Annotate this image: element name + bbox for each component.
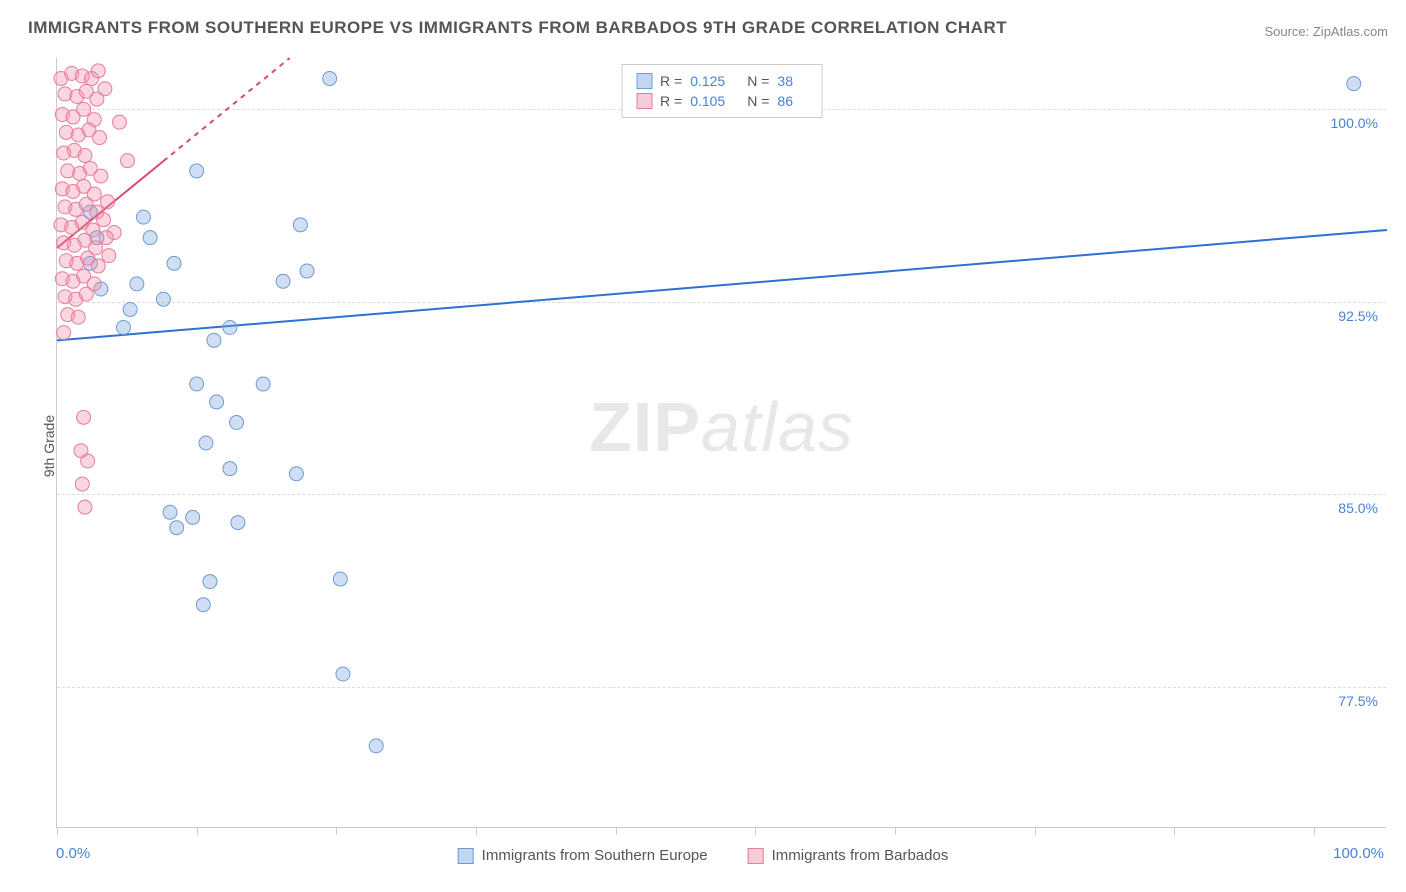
chart-title: IMMIGRANTS FROM SOUTHERN EUROPE VS IMMIG…	[28, 18, 1007, 38]
data-point	[81, 454, 95, 468]
data-point	[101, 195, 115, 209]
plot-area: ZIPatlas R =0.125N =38R =0.105N =86 100.…	[56, 58, 1386, 828]
data-point	[97, 213, 111, 227]
data-point	[57, 326, 71, 340]
x-axis-min-label: 0.0%	[56, 845, 90, 862]
x-tick	[755, 827, 756, 835]
data-point	[369, 739, 383, 753]
x-tick	[1035, 827, 1036, 835]
x-tick	[616, 827, 617, 835]
data-point	[199, 436, 213, 450]
x-tick	[197, 827, 198, 835]
data-point	[230, 415, 244, 429]
data-point	[75, 477, 89, 491]
y-tick-label: 77.5%	[1338, 693, 1378, 709]
data-point	[336, 667, 350, 681]
series-legend: Immigrants from Southern Europe Immigrant…	[458, 847, 949, 864]
data-point	[156, 292, 170, 306]
data-point	[98, 82, 112, 96]
x-tick	[57, 827, 58, 835]
data-point	[186, 510, 200, 524]
x-axis-max-label: 100.0%	[1333, 845, 1384, 862]
x-tick	[476, 827, 477, 835]
data-point	[78, 149, 92, 163]
data-point	[323, 72, 337, 86]
y-tick-label: 85.0%	[1338, 500, 1378, 516]
data-point	[289, 467, 303, 481]
x-tick	[895, 827, 896, 835]
data-point	[93, 131, 107, 145]
data-point	[170, 521, 184, 535]
series-legend-item: Immigrants from Southern Europe	[458, 847, 708, 864]
data-point	[256, 377, 270, 391]
y-tick-label: 100.0%	[1331, 115, 1378, 131]
data-point	[78, 500, 92, 514]
data-point	[207, 333, 221, 347]
data-point	[123, 303, 137, 317]
data-point	[203, 575, 217, 589]
data-point	[71, 310, 85, 324]
series-legend-label: Immigrants from Barbados	[772, 847, 949, 864]
data-point	[113, 115, 127, 129]
data-point	[77, 410, 91, 424]
legend-swatch	[458, 848, 474, 864]
data-point	[77, 102, 91, 116]
series-legend-label: Immigrants from Southern Europe	[482, 847, 708, 864]
data-point	[91, 64, 105, 78]
data-point	[163, 505, 177, 519]
data-point	[190, 377, 204, 391]
x-tick	[1174, 827, 1175, 835]
chart-svg	[57, 58, 1386, 827]
data-point	[223, 321, 237, 335]
data-point	[293, 218, 307, 232]
source-attribution: Source: ZipAtlas.com	[1264, 24, 1388, 39]
x-tick	[1314, 827, 1315, 835]
data-point	[102, 249, 116, 263]
data-point	[210, 395, 224, 409]
y-axis-label: 9th Grade	[41, 415, 57, 477]
data-point	[143, 231, 157, 245]
data-point	[136, 210, 150, 224]
data-point	[333, 572, 347, 586]
data-point	[91, 259, 105, 273]
data-point	[300, 264, 314, 278]
x-tick	[336, 827, 337, 835]
data-point	[276, 274, 290, 288]
data-point	[120, 154, 134, 168]
data-point	[79, 287, 93, 301]
data-point	[190, 164, 204, 178]
data-point	[94, 169, 108, 183]
data-point	[130, 277, 144, 291]
trend-line-dashed	[163, 58, 289, 161]
data-point	[167, 256, 181, 270]
series-legend-item: Immigrants from Barbados	[748, 847, 949, 864]
data-point	[99, 231, 113, 245]
data-point	[223, 462, 237, 476]
trend-line	[57, 230, 1387, 340]
data-point	[117, 321, 131, 335]
data-point	[231, 516, 245, 530]
legend-swatch	[748, 848, 764, 864]
data-point	[1347, 77, 1361, 91]
data-point	[196, 598, 210, 612]
y-tick-label: 92.5%	[1338, 308, 1378, 324]
